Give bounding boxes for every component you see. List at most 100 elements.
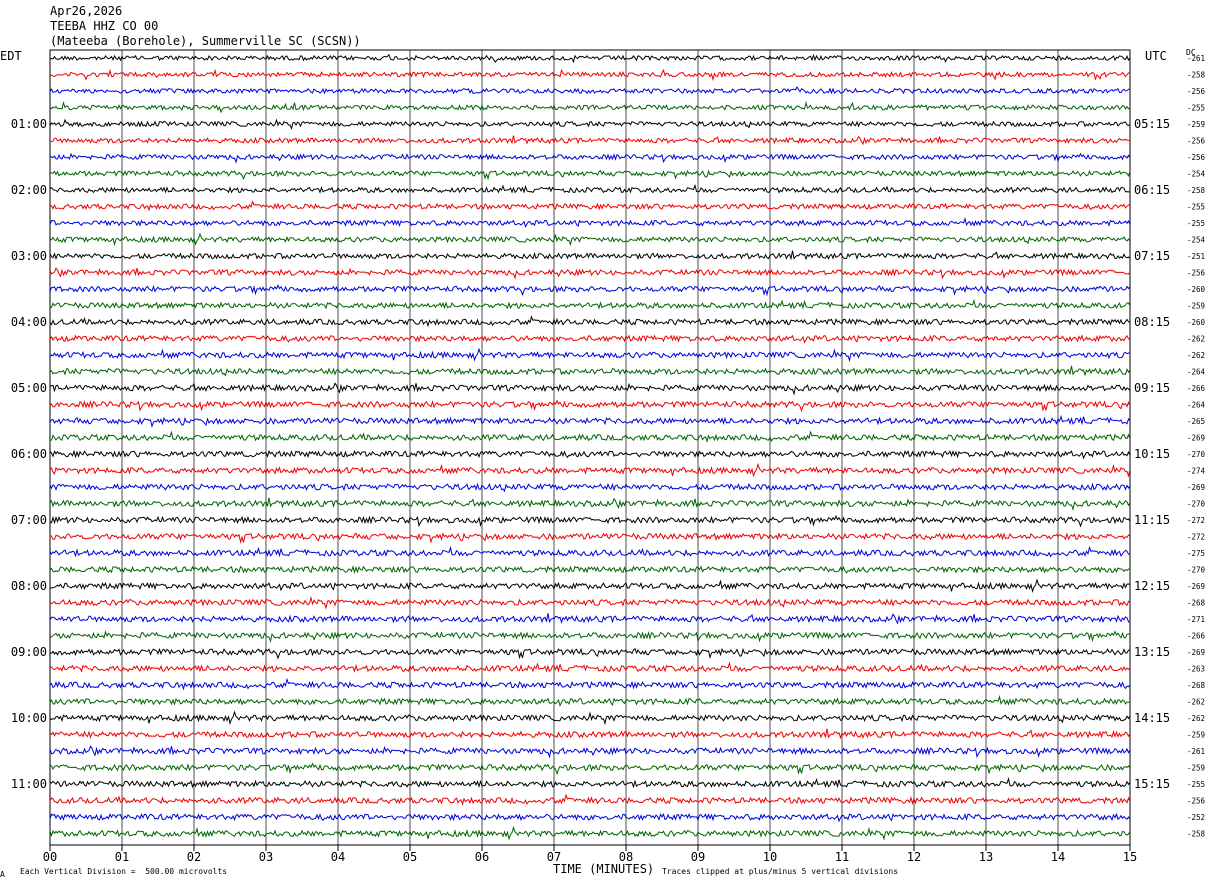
- seismic-trace-20: [49, 365, 1131, 377]
- dc-offset-label: -260: [1187, 318, 1206, 327]
- seismic-trace-23: [49, 414, 1131, 429]
- dc-offset-label: -262: [1187, 714, 1205, 723]
- seismic-trace-13: [49, 250, 1131, 261]
- dc-offset-label: -270: [1187, 500, 1206, 509]
- record-date: Apr26,2026: [50, 4, 123, 18]
- dc-offset-label: -268: [1187, 599, 1206, 608]
- left-hour-label: 06:00: [11, 447, 47, 461]
- right-hour-label: 13:15: [1134, 645, 1170, 659]
- seismic-trace-39: [49, 677, 1131, 691]
- dc-offset-label: -251: [1187, 252, 1205, 261]
- seismic-trace-25: [49, 449, 1131, 460]
- seismic-trace-28: [49, 497, 1131, 512]
- seismic-trace-17: [49, 315, 1131, 328]
- dc-offset-label: -269: [1187, 434, 1205, 443]
- dc-offset-label: -274: [1187, 467, 1206, 476]
- dc-offset-label: -259: [1187, 302, 1205, 311]
- seismic-trace-42: [49, 728, 1131, 740]
- seismic-trace-7: [49, 152, 1131, 164]
- seismic-trace-32: [49, 565, 1131, 575]
- x-tick-label-08: 08: [619, 850, 633, 864]
- dc-offset-label: -255: [1187, 219, 1205, 228]
- plot-frame: [49, 49, 1131, 846]
- seismic-trace-43: [49, 745, 1131, 759]
- seismic-trace-31: [49, 545, 1131, 559]
- seismic-trace-29: [49, 514, 1131, 528]
- dc-offset-label: -254: [1187, 236, 1206, 245]
- right-hour-label: 05:15: [1134, 117, 1170, 131]
- seismic-trace-22: [49, 399, 1131, 413]
- x-tick-label-07: 07: [547, 850, 561, 864]
- x-tick-label-04: 04: [331, 850, 345, 864]
- seismic-trace-2: [49, 68, 1131, 82]
- station-label: (Mateeba (Borehole), Summerville SC (SCS…: [50, 34, 361, 48]
- left-timezone-label: EDT: [0, 49, 22, 63]
- dc-offset-label: -256: [1187, 797, 1206, 806]
- x-axis-title: TIME (MINUTES): [553, 862, 655, 876]
- seismic-trace-26: [49, 462, 1131, 478]
- dc-offset-label: -272: [1187, 516, 1205, 525]
- seismic-trace-5: [49, 118, 1131, 131]
- seismic-trace-4: [49, 100, 1131, 114]
- seismic-trace-34: [49, 595, 1131, 610]
- seismic-trace-38: [49, 661, 1131, 673]
- x-tick-label-15: 15: [1123, 850, 1137, 864]
- seismic-trace-47: [49, 812, 1131, 823]
- right-hour-label: 07:15: [1134, 249, 1170, 263]
- dc-offset-label: -261: [1187, 54, 1205, 63]
- x-tick-label-06: 06: [475, 850, 489, 864]
- seismic-trace-18: [49, 334, 1131, 344]
- x-tick-label-05: 05: [403, 850, 417, 864]
- dc-offset-label: -255: [1187, 104, 1205, 113]
- x-tick-label-01: 01: [115, 850, 129, 864]
- x-tick-label-00: 00: [43, 850, 57, 864]
- dc-offset-label: -262: [1187, 335, 1205, 344]
- seismic-trace-30: [49, 532, 1131, 544]
- seismic-trace-19: [49, 347, 1131, 363]
- corner-mark: Α: [0, 870, 5, 879]
- x-tick-label-14: 14: [1051, 850, 1065, 864]
- dc-offset-label: -263: [1187, 665, 1205, 674]
- x-tick-label-10: 10: [763, 850, 777, 864]
- dc-offset-label: -261: [1187, 747, 1205, 756]
- left-hour-label: 11:00: [11, 777, 47, 791]
- seismic-trace-48: [49, 825, 1131, 841]
- dc-offset-label: -269: [1187, 648, 1205, 657]
- dc-offset-label: -254: [1187, 170, 1206, 179]
- dc-offset-label: -262: [1187, 351, 1205, 360]
- dc-offset-label: -270: [1187, 566, 1206, 575]
- dc-offset-label: -258: [1187, 186, 1206, 195]
- left-hour-label: 09:00: [11, 645, 47, 659]
- right-hour-label: 14:15: [1134, 711, 1170, 725]
- dc-offset-label: -256: [1187, 87, 1206, 96]
- x-tick-label-12: 12: [907, 850, 921, 864]
- right-timezone-label: UTC: [1145, 49, 1167, 63]
- dc-offset-label: -256: [1187, 269, 1206, 278]
- dc-offset-label: -272: [1187, 533, 1205, 542]
- dc-offset-label: -259: [1187, 764, 1205, 773]
- dc-offset-label: -269: [1187, 483, 1205, 492]
- seismic-trace-33: [49, 578, 1131, 593]
- dc-offset-label: -258: [1187, 71, 1206, 80]
- seismic-trace-27: [49, 482, 1131, 493]
- clip-note: Traces clipped at plus/minus 5 vertical …: [662, 867, 899, 876]
- seismic-trace-44: [49, 762, 1131, 776]
- seismic-trace-6: [50, 135, 1131, 146]
- seismic-trace-8: [49, 169, 1131, 181]
- seismic-trace-16: [49, 298, 1131, 310]
- right-hour-label: 09:15: [1134, 381, 1170, 395]
- dc-offset-header: DC: [1186, 48, 1196, 57]
- dc-offset-label: -262: [1187, 698, 1205, 707]
- dc-offset-label: -275: [1187, 549, 1205, 558]
- seismic-trace-37: [49, 647, 1131, 660]
- seismic-trace-9: [49, 183, 1131, 194]
- left-hour-label: 04:00: [11, 315, 47, 329]
- seismic-trace-46: [49, 793, 1131, 807]
- dc-offset-label: -255: [1187, 780, 1205, 789]
- left-hour-label: 08:00: [11, 579, 47, 593]
- seismic-trace-40: [49, 694, 1131, 707]
- x-tick-label-09: 09: [691, 850, 705, 864]
- seismic-trace-3: [49, 85, 1131, 95]
- x-tick-label-13: 13: [979, 850, 993, 864]
- seismic-trace-14: [49, 267, 1131, 280]
